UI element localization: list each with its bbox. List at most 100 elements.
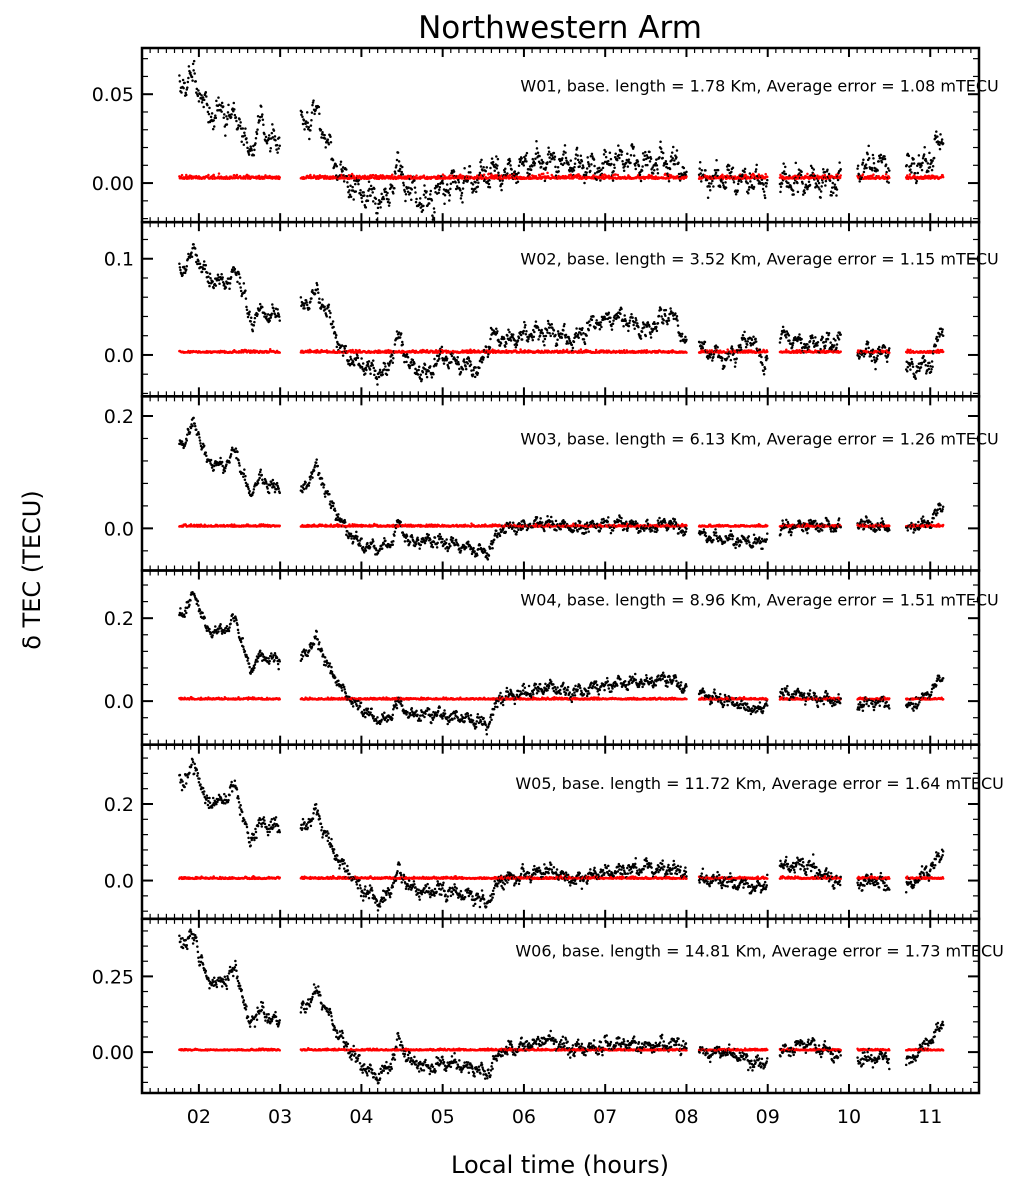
delta-tec-point: [673, 159, 676, 162]
error-point: [823, 173, 827, 177]
delta-tec-point: [933, 134, 937, 137]
delta-tec-point: [261, 305, 264, 309]
delta-tec-point: [229, 276, 233, 279]
delta-tec-point: [925, 160, 928, 163]
delta-tec-point: [277, 136, 281, 139]
delta-tec-point: [921, 161, 924, 165]
delta-tec-point: [941, 142, 945, 145]
delta-tec-point: [303, 128, 306, 131]
delta-tec-point: [684, 335, 687, 339]
delta-tec-point: [200, 94, 203, 97]
delta-tec-point: [438, 353, 442, 356]
delta-tec-point: [623, 165, 626, 168]
delta-tec-point: [826, 168, 829, 172]
delta-tec-point: [430, 376, 434, 379]
delta-tec-point: [762, 372, 766, 376]
error-point: [861, 173, 865, 176]
delta-tec-point: [360, 357, 363, 360]
delta-tec-point: [657, 314, 661, 318]
delta-tec-point: [836, 178, 840, 182]
delta-tec-point: [621, 162, 625, 166]
delta-tec-point: [380, 370, 384, 374]
delta-tec-point: [315, 283, 319, 287]
delta-tec-point: [824, 184, 827, 187]
delta-tec-point: [626, 152, 629, 156]
delta-tec-point: [923, 146, 926, 149]
error-point: [235, 173, 239, 177]
error-point: [508, 173, 512, 177]
delta-tec-point: [424, 372, 428, 376]
delta-tec-point: [740, 180, 743, 184]
delta-tec-point: [300, 110, 304, 114]
delta-tec-point: [586, 156, 589, 159]
delta-tec-point: [508, 159, 512, 163]
delta-tec-point: [429, 193, 432, 196]
delta-tec-point: [706, 196, 710, 200]
delta-tec-point: [317, 105, 321, 109]
delta-tec-point: [347, 359, 351, 362]
delta-tec-point: [252, 324, 256, 327]
delta-tec-point: [932, 156, 936, 160]
delta-tec-point: [522, 164, 526, 167]
delta-tec-point: [410, 188, 414, 191]
delta-tec-point: [400, 170, 403, 174]
delta-tec-point: [301, 122, 305, 126]
delta-tec-point: [384, 187, 387, 190]
delta-tec-point: [671, 156, 674, 160]
delta-tec-point: [656, 322, 660, 325]
delta-tec-point: [272, 309, 276, 313]
delta-tec-point: [208, 106, 211, 110]
delta-tec-point: [271, 303, 274, 306]
delta-tec-point: [224, 134, 227, 137]
delta-tec-point: [602, 153, 606, 156]
delta-tec-point: [310, 119, 313, 122]
delta-tec-point: [533, 162, 537, 165]
delta-tec-point: [192, 243, 195, 246]
delta-tec-point: [220, 110, 223, 113]
delta-tec-point: [460, 191, 464, 195]
delta-tec-point: [351, 360, 355, 364]
delta-tec-point: [541, 332, 545, 335]
delta-tec-point: [305, 303, 309, 307]
delta-tec-point: [754, 340, 758, 343]
delta-tec-point: [450, 354, 454, 358]
delta-tec-point: [661, 156, 664, 160]
delta-tec-point: [308, 307, 311, 310]
delta-tec-point: [928, 151, 931, 155]
delta-tec-point: [496, 157, 500, 161]
delta-tec-point: [540, 158, 543, 162]
delta-tec-point: [499, 342, 503, 345]
delta-tec-point: [366, 199, 370, 202]
delta-tec-point: [377, 375, 381, 379]
delta-tec-point: [626, 165, 630, 168]
delta-tec-point: [824, 179, 828, 183]
delta-tec-point: [564, 333, 568, 337]
delta-tec-point: [765, 354, 768, 358]
delta-tec-point: [236, 126, 240, 130]
delta-tec-point: [208, 272, 212, 275]
delta-tec-point: [879, 156, 882, 160]
delta-tec-point: [704, 169, 707, 172]
delta-tec-point: [201, 96, 205, 99]
delta-tec-point: [516, 339, 520, 342]
delta-tec-point: [313, 112, 316, 116]
delta-tec-point: [240, 140, 243, 144]
delta-tec-point: [263, 315, 266, 318]
delta-tec-point: [587, 328, 590, 332]
delta-tec-point: [357, 179, 361, 182]
delta-tec-point: [517, 336, 521, 340]
delta-tec-point: [514, 346, 518, 349]
delta-tec-point: [804, 183, 808, 186]
delta-tec-point: [415, 197, 418, 201]
delta-tec-point: [319, 128, 323, 132]
delta-tec-point: [477, 181, 480, 184]
delta-tec-point: [818, 188, 821, 191]
delta-tec-point: [414, 367, 417, 371]
delta-tec-point: [248, 310, 251, 313]
delta-tec-point: [509, 164, 512, 167]
delta-tec-point: [484, 169, 487, 173]
delta-tec-point: [228, 287, 231, 290]
delta-tec-point: [490, 157, 494, 160]
delta-tec-point: [207, 275, 210, 279]
delta-tec-point: [661, 151, 665, 155]
